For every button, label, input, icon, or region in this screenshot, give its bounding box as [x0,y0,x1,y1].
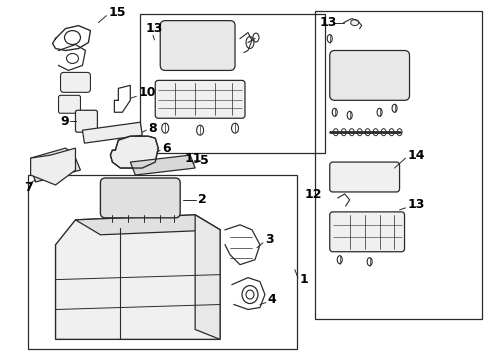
Text: 12: 12 [304,188,322,202]
FancyBboxPatch shape [329,50,408,100]
FancyBboxPatch shape [329,212,404,252]
Text: 5: 5 [200,154,208,167]
Text: 13: 13 [407,198,424,211]
Text: 1: 1 [299,273,308,286]
Text: 9: 9 [60,115,68,128]
Bar [140,14,324,153]
Polygon shape [195,215,220,339]
Text: 7: 7 [24,181,33,194]
Polygon shape [31,148,75,185]
FancyBboxPatch shape [59,95,81,113]
Text: 13: 13 [145,22,163,35]
FancyBboxPatch shape [160,21,235,71]
Text: 11: 11 [184,152,202,165]
Bar [27,175,296,349]
Text: 13: 13 [319,16,336,29]
FancyBboxPatch shape [155,80,244,118]
Polygon shape [31,158,81,182]
Text: 3: 3 [264,233,273,246]
Text: 10: 10 [138,86,156,99]
Ellipse shape [350,20,358,26]
FancyBboxPatch shape [61,72,90,92]
Bar [314,11,481,319]
Polygon shape [56,215,220,339]
FancyBboxPatch shape [75,110,97,132]
Text: 6: 6 [162,141,170,155]
Polygon shape [31,148,75,168]
Text: 8: 8 [148,122,157,135]
FancyBboxPatch shape [329,162,399,192]
Polygon shape [110,136,158,168]
Text: 14: 14 [407,149,424,162]
FancyBboxPatch shape [100,178,180,218]
Polygon shape [75,215,220,235]
Text: 4: 4 [267,293,276,306]
Polygon shape [82,122,142,143]
Text: 2: 2 [198,193,206,206]
Text: 15: 15 [108,6,125,19]
Polygon shape [130,155,195,175]
